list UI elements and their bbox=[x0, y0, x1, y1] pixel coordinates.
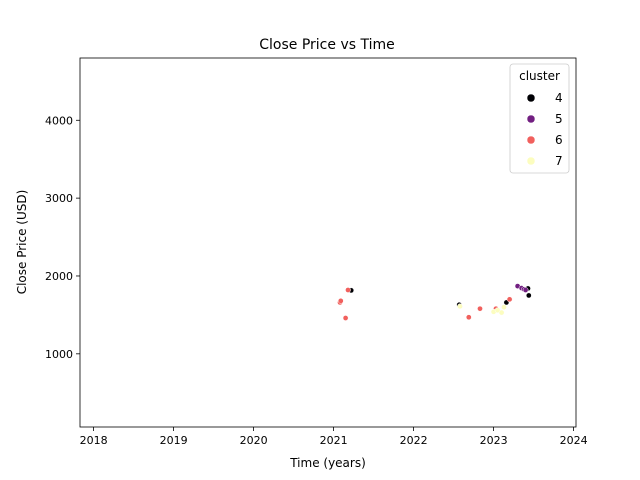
data-point-cluster-6 bbox=[477, 305, 483, 312]
y-tick-label: 2000 bbox=[45, 270, 73, 283]
legend-label-cluster-6: 6 bbox=[555, 133, 563, 147]
data-point-cluster-7 bbox=[457, 303, 463, 310]
data-point-cluster-5 bbox=[522, 287, 529, 293]
x-tick-label: 2021 bbox=[320, 434, 348, 447]
data-point-cluster-7 bbox=[501, 304, 507, 310]
x-axis-ticks: 2018 2019 2020 2021 2022 2023 2024 bbox=[80, 427, 588, 447]
data-points bbox=[337, 283, 532, 321]
legend-marker-cluster-4 bbox=[526, 93, 536, 103]
y-tick-label: 4000 bbox=[45, 114, 73, 127]
x-tick-label: 2019 bbox=[160, 434, 188, 447]
legend-frame bbox=[509, 63, 570, 174]
data-point-cluster-4 bbox=[525, 292, 532, 299]
legend-marker-cluster-5 bbox=[526, 114, 536, 124]
legend: cluster 4 5 6 7 bbox=[509, 63, 570, 174]
x-axis-label: Time (years) bbox=[289, 456, 366, 470]
x-tick-label: 2020 bbox=[240, 434, 268, 447]
legend-title: cluster bbox=[519, 69, 560, 83]
x-tick-label: 2018 bbox=[80, 434, 108, 447]
y-axis-ticks: 1000 2000 3000 4000 bbox=[45, 114, 80, 361]
legend-marker-cluster-7 bbox=[526, 156, 536, 166]
data-point-cluster-6 bbox=[506, 296, 513, 303]
legend-label-cluster-7: 7 bbox=[555, 154, 563, 168]
chart-title: Close Price vs Time bbox=[259, 37, 394, 53]
legend-entries: 4 5 6 7 bbox=[526, 91, 563, 168]
data-point-cluster-7 bbox=[498, 309, 505, 316]
y-axis-label: Close Price (USD) bbox=[15, 190, 29, 295]
y-tick-label: 1000 bbox=[45, 348, 73, 361]
x-tick-label: 2024 bbox=[560, 434, 588, 447]
legend-marker-cluster-6 bbox=[526, 135, 536, 145]
plot-area bbox=[80, 58, 576, 427]
legend-label-cluster-4: 4 bbox=[555, 91, 563, 105]
data-point-cluster-6 bbox=[342, 315, 349, 321]
y-tick-label: 3000 bbox=[45, 192, 73, 205]
x-tick-label: 2022 bbox=[400, 434, 428, 447]
data-point-cluster-6 bbox=[345, 287, 351, 293]
data-point-cluster-6 bbox=[337, 298, 344, 304]
legend-label-cluster-5: 5 bbox=[555, 112, 563, 126]
x-tick-label: 2023 bbox=[480, 434, 508, 447]
data-point-cluster-6 bbox=[465, 314, 472, 321]
plot-frame bbox=[79, 57, 577, 428]
